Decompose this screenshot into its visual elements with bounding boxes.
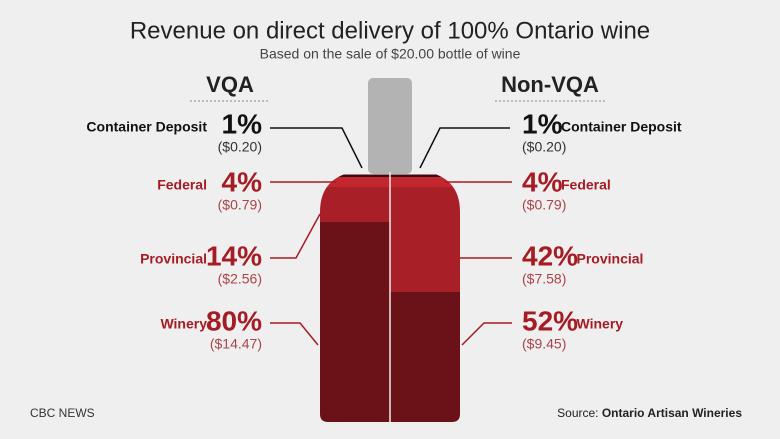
- bottle-segment: [320, 222, 390, 422]
- percent-label: 14%: [206, 240, 262, 271]
- subtitle: Based on the sale of $20.00 bottle of wi…: [260, 46, 521, 62]
- source-name: Ontario Artisan Wineries: [602, 406, 742, 420]
- percent-label: 52%: [522, 305, 578, 336]
- bottle-segment: [390, 292, 460, 422]
- bottle-segment: [320, 174, 390, 177]
- bottle-segment: [390, 174, 460, 177]
- percent-label: 1%: [522, 108, 563, 139]
- side-header: VQA: [206, 72, 254, 97]
- connector: [270, 213, 321, 259]
- percent-label: 4%: [222, 166, 263, 197]
- amount-label: ($0.79): [218, 197, 262, 213]
- bottle-segment: [390, 177, 460, 187]
- credit: CBC NEWS: [30, 406, 95, 420]
- bottle-segment: [320, 177, 390, 187]
- percent-label: 80%: [206, 305, 262, 336]
- amount-label: ($14.47): [210, 336, 262, 352]
- amount-label: ($0.79): [522, 197, 566, 213]
- percent-label: 42%: [522, 240, 578, 271]
- amount-label: ($7.58): [522, 271, 566, 287]
- connector: [270, 127, 363, 169]
- amount-label: ($0.20): [522, 139, 566, 155]
- percent-label: 4%: [522, 166, 563, 197]
- category-label: Winery: [577, 316, 624, 332]
- connector: [270, 322, 319, 346]
- percent-label: 1%: [222, 108, 263, 139]
- connector: [461, 322, 512, 346]
- amount-label: ($0.20): [218, 139, 262, 155]
- category-label: Container Deposit: [561, 119, 682, 135]
- bottle-neck: [368, 78, 412, 174]
- source: Source: Ontario Artisan Wineries: [557, 406, 742, 420]
- category-label: Winery: [160, 316, 207, 332]
- amount-label: ($2.56): [218, 271, 262, 287]
- amount-label: ($9.45): [522, 336, 566, 352]
- title: Revenue on direct delivery of 100% Ontar…: [130, 17, 650, 44]
- source-prefix: Source:: [557, 406, 598, 420]
- category-label: Federal: [561, 177, 611, 193]
- category-label: Provincial: [140, 251, 207, 267]
- category-label: Container Deposit: [86, 119, 207, 135]
- bottle-segment: [320, 187, 390, 222]
- bottle-body: [320, 174, 460, 422]
- category-label: Provincial: [577, 251, 644, 267]
- category-label: Federal: [157, 177, 207, 193]
- bottle-segment: [390, 187, 460, 292]
- connector: [419, 127, 510, 169]
- side-header: Non-VQA: [501, 72, 599, 97]
